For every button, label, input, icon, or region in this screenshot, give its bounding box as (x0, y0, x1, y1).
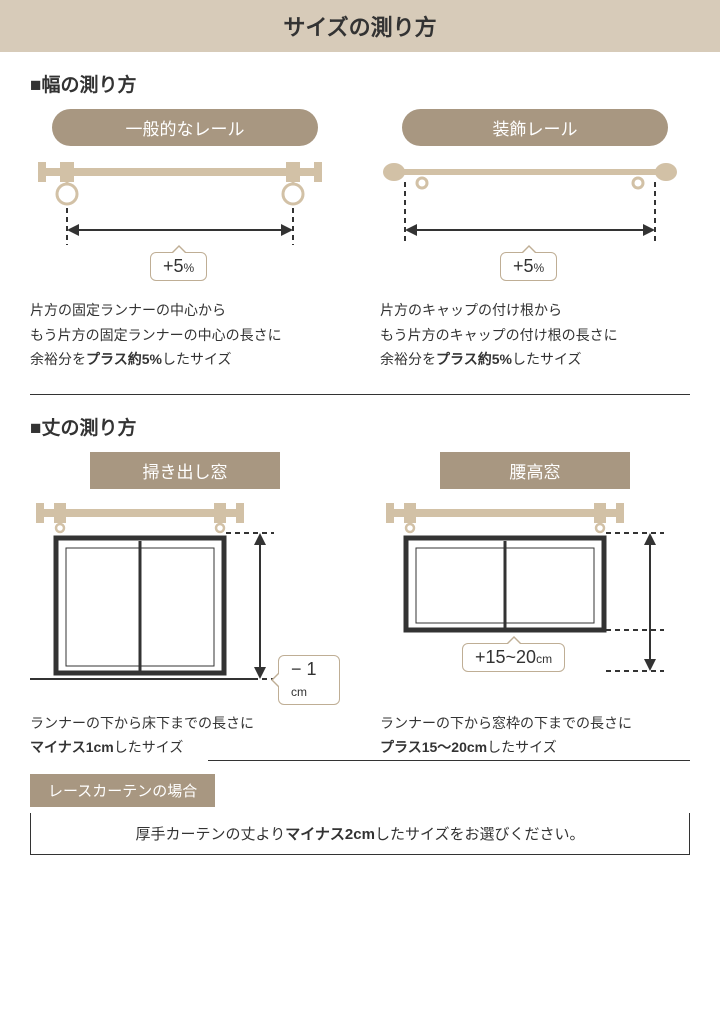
lace-text: 厚手カーテンの丈よりマイナス2cmしたサイズをお選びください。 (136, 826, 585, 843)
waist-window-desc: ランナーの下から窓枠の下までの長さに プラス15～20cmしたサイズ (380, 711, 690, 760)
lace-section: レースカーテンの場合 厚手カーテンの丈よりマイナス2cmしたサイズをお選びくださ… (0, 760, 720, 855)
desc-line: 片方のキャップの付け根から (380, 298, 690, 323)
desc-line: もう片方の固定ランナーの中心の長さに (30, 323, 340, 348)
badge-unit: % (184, 261, 195, 275)
badge-val: +5 (163, 256, 184, 276)
desc-line: ランナーの下から窓枠の下までの長さに (380, 711, 690, 736)
badge-val: +5 (513, 256, 534, 276)
width-heading: ■幅の測り方 (30, 70, 690, 97)
waist-window-col: 腰高窓 (380, 452, 690, 760)
badge-unit: cm (291, 685, 307, 699)
desc-line: 片方の固定ランナーの中心から (30, 298, 340, 323)
decorative-rail-diagram: +5% (380, 160, 690, 290)
standard-rail-desc: 片方の固定ランナーの中心から もう片方の固定ランナーの中心の長さに 余裕分をプラ… (30, 298, 340, 372)
floor-window-diagram: − 1 cm (30, 503, 340, 703)
plus5-badge-deco: +5% (500, 252, 557, 281)
lace-label: レースカーテンの場合 (30, 774, 215, 807)
height-section: ■丈の測り方 掃き出し窓 (0, 395, 720, 760)
plus15-20-badge: +15~20cm (462, 643, 565, 672)
desc-line: もう片方のキャップの付け根の長さに (380, 323, 690, 348)
badge-unit: cm (536, 652, 552, 666)
decorative-rail-desc: 片方のキャップの付け根から もう片方のキャップの付け根の長さに 余裕分をプラス約… (380, 298, 690, 372)
desc-line: 余裕分をプラス約5%したサイズ (30, 347, 340, 372)
desc-line: マイナス1cmしたサイズ (30, 735, 340, 760)
floor-window-col: 掃き出し窓 (30, 452, 340, 760)
desc-line: ランナーの下から床下までの長さに (30, 711, 340, 736)
minus1-badge: − 1 cm (278, 655, 340, 705)
waist-window-label: 腰高窓 (440, 452, 630, 489)
width-section: ■幅の測り方 一般的なレール (0, 52, 720, 395)
width-decorative-col: 装飾レール (380, 109, 690, 372)
lace-text-box: 厚手カーテンの丈よりマイナス2cmしたサイズをお選びください。 (30, 813, 690, 855)
floor-window-label: 掃き出し窓 (90, 452, 280, 489)
width-standard-col: 一般的なレール (30, 109, 340, 372)
decorative-rail-label: 装飾レール (402, 109, 668, 146)
badge-val: +15~20 (475, 647, 536, 667)
waist-window-diagram: +15~20cm (380, 503, 690, 703)
badge-val: − 1 (291, 659, 317, 679)
desc-line: 余裕分をプラス約5%したサイズ (380, 347, 690, 372)
standard-rail-diagram: +5% (30, 160, 340, 290)
standard-rail-label: 一般的なレール (52, 109, 318, 146)
page-title: サイズの測り方 (0, 0, 720, 52)
badge-unit: % (534, 261, 545, 275)
desc-line: プラス15～20cmしたサイズ (380, 735, 690, 760)
height-heading: ■丈の測り方 (30, 413, 690, 440)
plus5-badge: +5% (150, 252, 207, 281)
floor-window-desc: ランナーの下から床下までの長さに マイナス1cmしたサイズ (30, 711, 340, 760)
